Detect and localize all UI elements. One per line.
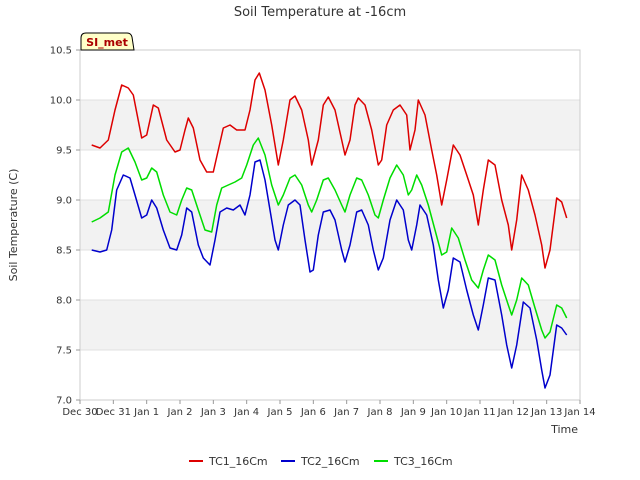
- plot-frame: [79, 49, 581, 401]
- x-tick-label: Jan 8: [367, 407, 393, 418]
- x-tick-label: Jan 13: [530, 407, 562, 418]
- chart-title: Soil Temperature at -16cm: [234, 5, 406, 20]
- x-tick-label: Jan 4: [233, 407, 259, 418]
- x-tick-label: Jan 12: [497, 407, 529, 418]
- x-tick-label: Jan 1: [133, 407, 159, 418]
- series-line-tc3_16cm: [91, 137, 568, 339]
- grid-band: [80, 200, 580, 250]
- series-line-tc1_16cm: [91, 72, 568, 269]
- legend-label: TC2_16Cm: [300, 455, 360, 468]
- grid-band: [80, 300, 580, 350]
- legend-item-tc2_16cm: TC2_16Cm: [281, 455, 360, 468]
- y-tick-label: 7.0: [56, 396, 72, 407]
- series-layer: [91, 72, 568, 389]
- badge-label: SI_met: [86, 36, 128, 49]
- series-line-tc2_16cm: [91, 159, 568, 389]
- y-tick-label: 10.0: [50, 96, 72, 107]
- x-tick-label: Jan 14: [563, 407, 595, 418]
- legend: TC1_16Cm TC2_16Cm TC3_16Cm: [189, 455, 453, 468]
- x-tick-label: Dec 31: [96, 407, 131, 418]
- y-axis-label: Soil Temperature (C): [7, 169, 20, 282]
- x-tick-label: Jan 10: [430, 407, 462, 418]
- x-tick-label: Jan 2: [167, 407, 193, 418]
- y-tick-label: 8.5: [56, 246, 72, 257]
- x-tick-label: Jan 5: [267, 407, 293, 418]
- badge-background: [80, 32, 135, 51]
- legend-item-tc3_16cm: TC3_16Cm: [374, 455, 453, 468]
- y-tick-label: 8.0: [56, 296, 72, 307]
- x-tick-label: Jan 7: [333, 407, 359, 418]
- x-tick-label: Dec 30: [62, 407, 97, 418]
- y-axis-ticks: 7.0 7.5 8.0 8.5 9.0 9.5 10.0 10.5: [50, 46, 80, 407]
- y-tick-label: 10.5: [50, 46, 72, 57]
- y-tick-label: 7.5: [56, 346, 72, 357]
- legend-label: TC3_16Cm: [393, 455, 453, 468]
- x-tick-label: Jan 9: [400, 407, 426, 418]
- grid-band: [80, 100, 580, 150]
- x-axis-label: Time: [550, 423, 578, 436]
- legend-item-tc1_16cm: TC1_16Cm: [189, 455, 268, 468]
- y-tick-label: 9.5: [56, 146, 72, 157]
- legend-label: TC1_16Cm: [208, 455, 268, 468]
- x-tick-label: Jan 11: [463, 407, 495, 418]
- x-tick-label: Jan 6: [300, 407, 326, 418]
- x-tick-label: Jan 3: [200, 407, 226, 418]
- y-tick-label: 9.0: [56, 196, 72, 207]
- site-badge: SI_met: [80, 32, 135, 51]
- grid-bands: [80, 49, 580, 401]
